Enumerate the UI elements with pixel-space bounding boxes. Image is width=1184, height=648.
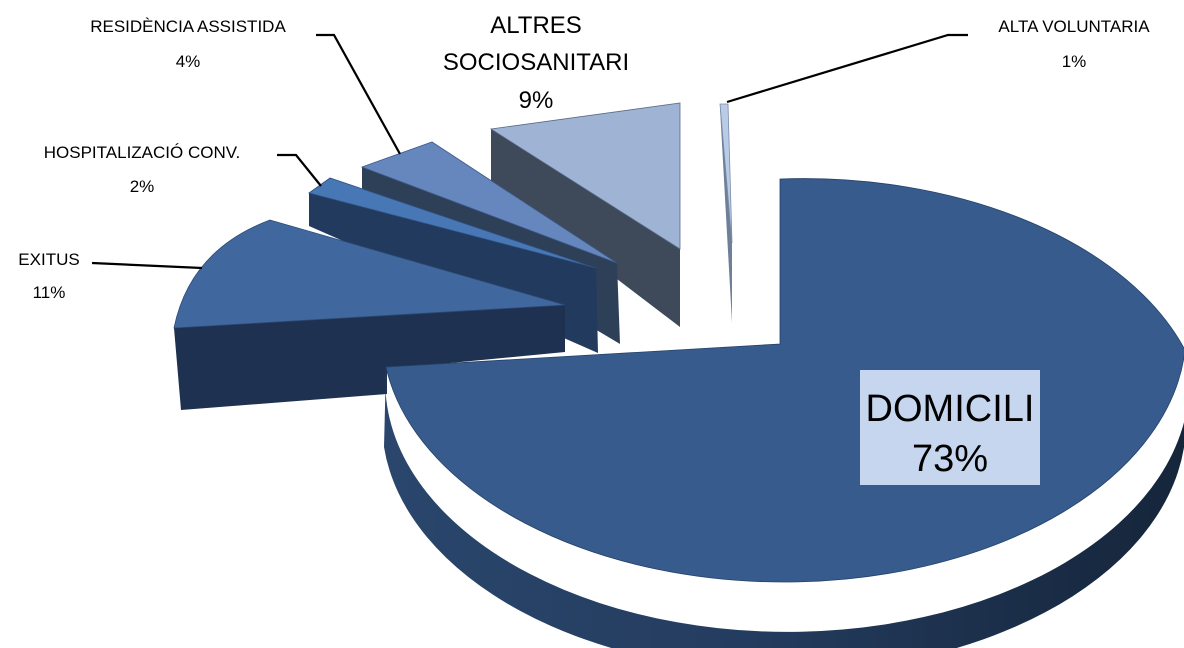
slice-altres [489,102,681,250]
label-altres-line2: SOCIOSANITARI [443,49,629,76]
pct-exitus: 11% [33,283,66,302]
label-hospitalizacio: HOSPITALIZACIÓ CONV. [44,143,241,162]
slice-residencia [360,141,618,264]
slice-altres-side [491,129,680,327]
leader-alta [726,33,968,104]
label-domicili: DOMICILI [866,388,1035,430]
leader-hospitalizacio [277,153,322,187]
pct-altres: 9% [519,87,554,114]
label-alta: ALTA VOLUNTARIA [998,17,1150,36]
label-exitus: EXITUS [18,250,79,269]
pct-residencia: 4% [176,52,201,71]
leader-residencia [316,33,401,155]
slice-alta-side [720,104,732,323]
slice-alta [719,103,733,244]
slice-exitus [173,219,566,329]
leader-exitus [91,261,203,270]
pct-domicili: 73% [912,438,988,480]
domicili-label-box [860,370,1040,485]
pct-alta: 1% [1062,52,1087,71]
pct-hospitalizacio: 2% [130,177,155,196]
label-residencia: RESIDÈNCIA ASSISTIDA [90,17,286,36]
label-altres-line1: ALTRES [490,12,582,39]
slice-exitus-side [174,305,565,410]
